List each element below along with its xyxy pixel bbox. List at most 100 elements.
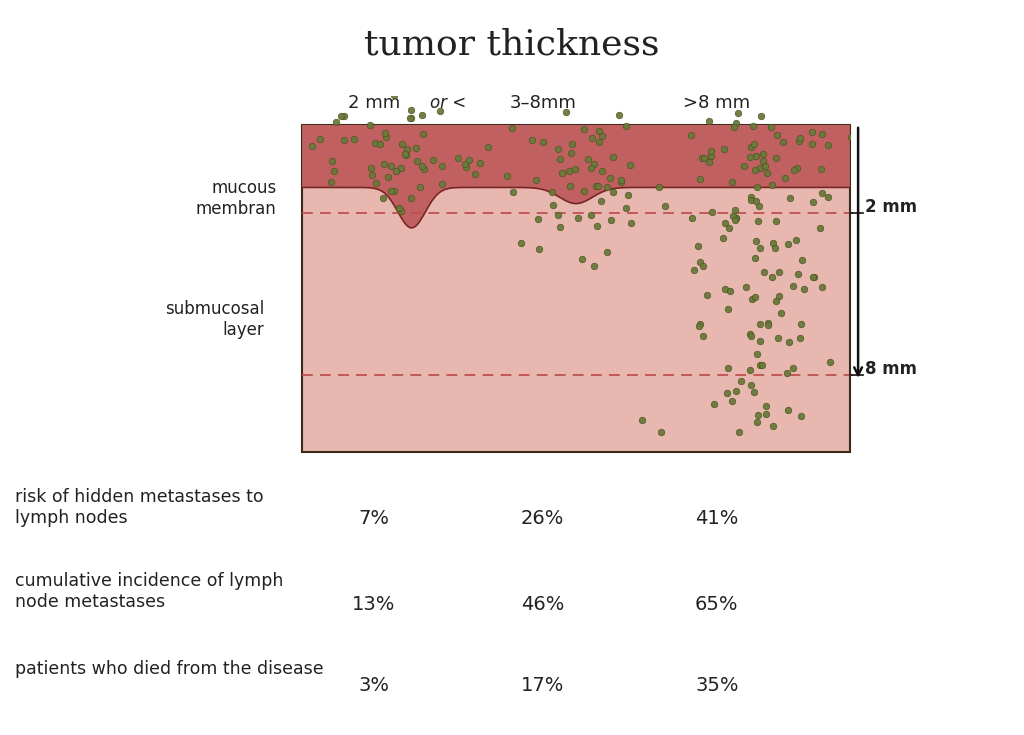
Point [726, 121, 742, 133]
Point [719, 387, 735, 399]
Point [383, 185, 399, 197]
Point [727, 204, 743, 216]
Point [750, 348, 766, 359]
Point [748, 235, 764, 247]
Point [843, 131, 859, 143]
Point [814, 128, 830, 140]
Point [790, 162, 806, 174]
Point [746, 252, 763, 264]
Point [336, 110, 352, 122]
Point [610, 110, 627, 121]
Point [771, 266, 787, 278]
Point [805, 271, 821, 283]
Point [759, 167, 775, 179]
Text: 26%: 26% [521, 509, 564, 528]
Point [594, 130, 610, 142]
Point [750, 215, 766, 227]
Point [450, 152, 466, 164]
Point [408, 142, 424, 154]
Point [764, 271, 780, 283]
Point [563, 147, 580, 159]
Point [325, 155, 341, 167]
Point [605, 186, 622, 198]
Point [557, 106, 573, 118]
Point [591, 126, 607, 137]
Point [743, 293, 760, 304]
Text: >8 mm: >8 mm [683, 95, 751, 112]
Point [552, 153, 568, 165]
Point [819, 192, 836, 204]
Point [743, 379, 760, 390]
Point [403, 193, 420, 204]
Point [550, 143, 566, 154]
Point [751, 409, 767, 421]
Point [653, 426, 670, 437]
Point [760, 319, 776, 331]
Point [589, 220, 605, 232]
Point [561, 180, 578, 192]
Text: 7%: 7% [358, 509, 389, 528]
Point [499, 171, 515, 182]
Point [364, 162, 380, 173]
Point [771, 290, 787, 302]
Point [778, 367, 795, 379]
Point [575, 185, 592, 197]
Point [386, 185, 402, 197]
Point [529, 213, 546, 225]
Point [394, 138, 411, 150]
Point [694, 152, 711, 164]
Point [793, 318, 809, 329]
Point [728, 212, 744, 223]
Point [361, 119, 378, 131]
Point [696, 152, 713, 164]
Point [587, 158, 603, 170]
Point [634, 415, 650, 426]
Point [753, 110, 769, 122]
Point [312, 134, 329, 146]
Point [512, 237, 528, 248]
Point [721, 222, 737, 234]
Text: 46%: 46% [521, 595, 564, 614]
Point [741, 365, 758, 376]
Point [724, 395, 740, 407]
Point [336, 134, 352, 146]
Point [793, 410, 809, 422]
Point [425, 154, 441, 165]
Point [326, 165, 342, 177]
Point [588, 180, 604, 192]
Point [544, 187, 560, 198]
Point [715, 232, 731, 243]
Point [752, 243, 768, 254]
Point [780, 404, 797, 415]
Point [724, 176, 740, 187]
Text: 3–8mm: 3–8mm [509, 95, 577, 112]
Point [765, 237, 781, 249]
Point [583, 162, 599, 174]
Point [720, 362, 736, 373]
Point [752, 335, 768, 347]
Point [757, 159, 773, 171]
Point [717, 283, 733, 295]
Text: 35%: 35% [695, 675, 738, 695]
Point [586, 259, 602, 271]
Point [700, 156, 717, 168]
Point [767, 295, 783, 307]
Point [804, 138, 820, 150]
Bar [302, 125, 850, 452]
Polygon shape [302, 125, 850, 228]
Point [749, 182, 765, 193]
Point [377, 127, 393, 139]
Point [622, 159, 638, 171]
Point [751, 200, 767, 212]
Point [748, 164, 764, 176]
Point [554, 168, 570, 179]
Point [505, 186, 521, 198]
Point [590, 180, 606, 192]
Point [385, 89, 401, 101]
Point [717, 218, 733, 229]
Point [459, 161, 475, 173]
Point [796, 284, 812, 295]
Point [535, 137, 551, 148]
Point [756, 266, 772, 278]
Point [820, 139, 837, 151]
